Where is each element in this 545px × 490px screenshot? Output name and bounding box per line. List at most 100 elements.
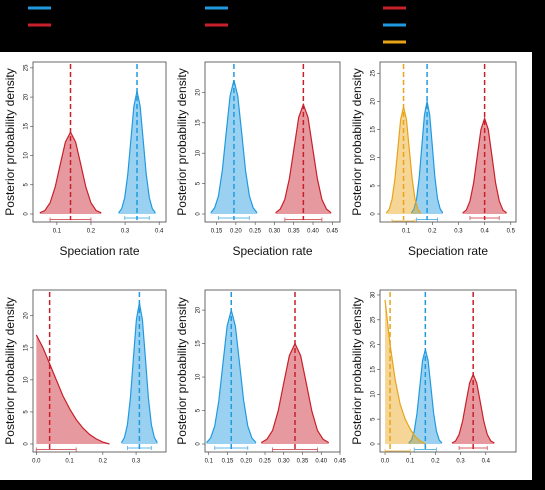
y-axis-label: Posterior probability density: [175, 68, 189, 215]
x-axis-label: Speciation rate: [408, 244, 488, 258]
y-tick-label: 0: [371, 212, 377, 216]
y-axis-label: Posterior probability density: [175, 297, 189, 444]
plot-frame: [379, 61, 517, 223]
x-tick-label: 0.20: [230, 229, 242, 235]
hdi-interval: [284, 217, 323, 222]
hdi-interval: [218, 216, 250, 220]
x-tick-label: 0.45: [326, 229, 338, 235]
y-axis-label: Posterior probability density: [350, 297, 364, 444]
x-tick-label: 0.1: [65, 459, 74, 465]
plot-frame: [204, 61, 341, 223]
x-tick-label: 0.2: [87, 229, 96, 235]
x-tick-label: 0.30: [278, 459, 290, 465]
x-tick-label: 0.35: [297, 459, 309, 465]
density-area: [462, 118, 507, 214]
y-tick-label: 5: [24, 410, 30, 414]
y-tick-label: 20: [24, 312, 30, 319]
x-tick-label: 0.30: [269, 229, 281, 235]
density-area: [206, 310, 256, 444]
y-tick-label: 20: [371, 97, 377, 104]
hdi-interval: [49, 217, 92, 222]
x-tick-label: 0.4: [480, 229, 489, 235]
y-tick-label: 10: [371, 154, 377, 161]
x-tick-label: 0.3: [456, 459, 465, 465]
density-area: [411, 101, 443, 214]
hdi-interval: [384, 449, 411, 453]
x-tick-label: 0.25: [259, 459, 271, 465]
x-tick-label: 0.1: [406, 459, 415, 465]
plot-frame: [32, 61, 167, 223]
panel: 0 5 10 15 20 25 0.1 0.2 0.3 0.4 0.5 Posterior proba…: [350, 61, 517, 258]
y-tick-label: 10: [196, 149, 202, 156]
panel: 0 5 10 15 20 0.1 0.15 0.20 0.25 0.30 0.35 0.40 0.45 P…: [175, 289, 346, 465]
y-tick-label: 10: [24, 376, 30, 383]
density-area: [261, 343, 329, 444]
density-area: [275, 104, 332, 214]
x-tick-label: 0.40: [315, 459, 327, 465]
x-tick-label: 0.1: [402, 229, 411, 235]
hdi-interval: [35, 447, 77, 452]
x-tick-label: 0.1: [53, 229, 62, 235]
density-area: [39, 132, 102, 214]
plot-frame: [204, 289, 341, 453]
x-axis-label: Speciation rate: [59, 244, 139, 258]
y-tick-label: 0: [24, 212, 30, 216]
x-tick-label: 0.2: [428, 229, 437, 235]
panel: 0 5 10 15 20 25 0.1 0.2 0.3 0.4 Posterior probabil…: [3, 61, 167, 258]
x-tick-label: 0.5: [507, 229, 516, 235]
y-tick-label: 15: [196, 340, 202, 347]
density-area: [452, 374, 495, 444]
x-tick-label: 0.25: [249, 229, 261, 235]
y-tick-label: 0: [196, 442, 202, 446]
plot-frame: [379, 289, 517, 453]
y-tick-label: 5: [371, 417, 377, 421]
panel-background: [0, 52, 532, 480]
hdi-interval: [458, 446, 488, 450]
x-tick-label: 0.4: [482, 459, 491, 465]
x-tick-label: 0.3: [132, 459, 141, 465]
y-axis-label: Posterior probability density: [3, 68, 17, 215]
y-tick-label: 15: [371, 365, 377, 372]
hdi-interval: [413, 447, 437, 452]
y-tick-label: 20: [24, 93, 30, 100]
x-tick-label: 0.15: [211, 229, 223, 235]
y-axis-label: Posterior probability density: [3, 297, 17, 444]
x-tick-label: 0.1: [205, 459, 214, 465]
x-tick-label: 0.0: [32, 459, 41, 465]
y-axis-label: Posterior probability density: [350, 68, 364, 215]
x-tick-label: 0.0: [381, 459, 390, 465]
y-tick-label: 0: [196, 212, 202, 216]
density-line: [410, 101, 444, 214]
y-tick-label: 5: [24, 182, 30, 186]
y-tick-label: 10: [24, 152, 30, 159]
density-area: [36, 334, 110, 444]
y-tick-label: 15: [371, 126, 377, 133]
x-tick-label: 0.3: [121, 229, 130, 235]
x-tick-label: 0.35: [288, 229, 300, 235]
y-tick-label: 25: [371, 316, 377, 323]
y-tick-label: 20: [196, 306, 202, 313]
x-tick-label: 0.40: [307, 229, 319, 235]
x-tick-label: 0.45: [334, 459, 346, 465]
density-line: [35, 334, 110, 445]
density-line: [384, 299, 426, 445]
y-tick-label: 5: [196, 408, 202, 412]
x-tick-label: 0.2: [99, 459, 108, 465]
x-tick-label: 0.4: [155, 229, 164, 235]
x-axis-label: Speciation rate: [232, 244, 312, 258]
density-area: [385, 299, 426, 444]
panel: 0 5 10 15 20 0.15 0.20 0.25 0.30 0.35 0.40 0.45 Post…: [175, 61, 341, 258]
y-tick-label: 20: [196, 88, 202, 95]
y-tick-label: 5: [196, 181, 202, 185]
y-tick-label: 25: [371, 69, 377, 76]
y-tick-label: 30: [371, 291, 377, 298]
y-tick-label: 20: [371, 341, 377, 348]
y-tick-label: 15: [24, 122, 30, 129]
y-tick-label: 5: [371, 184, 377, 188]
x-tick-label: 0.2: [431, 459, 440, 465]
y-tick-label: 0: [371, 442, 377, 446]
x-tick-label: 0.15: [222, 459, 234, 465]
x-tick-label: 0.20: [240, 459, 252, 465]
hdi-interval: [416, 217, 438, 222]
